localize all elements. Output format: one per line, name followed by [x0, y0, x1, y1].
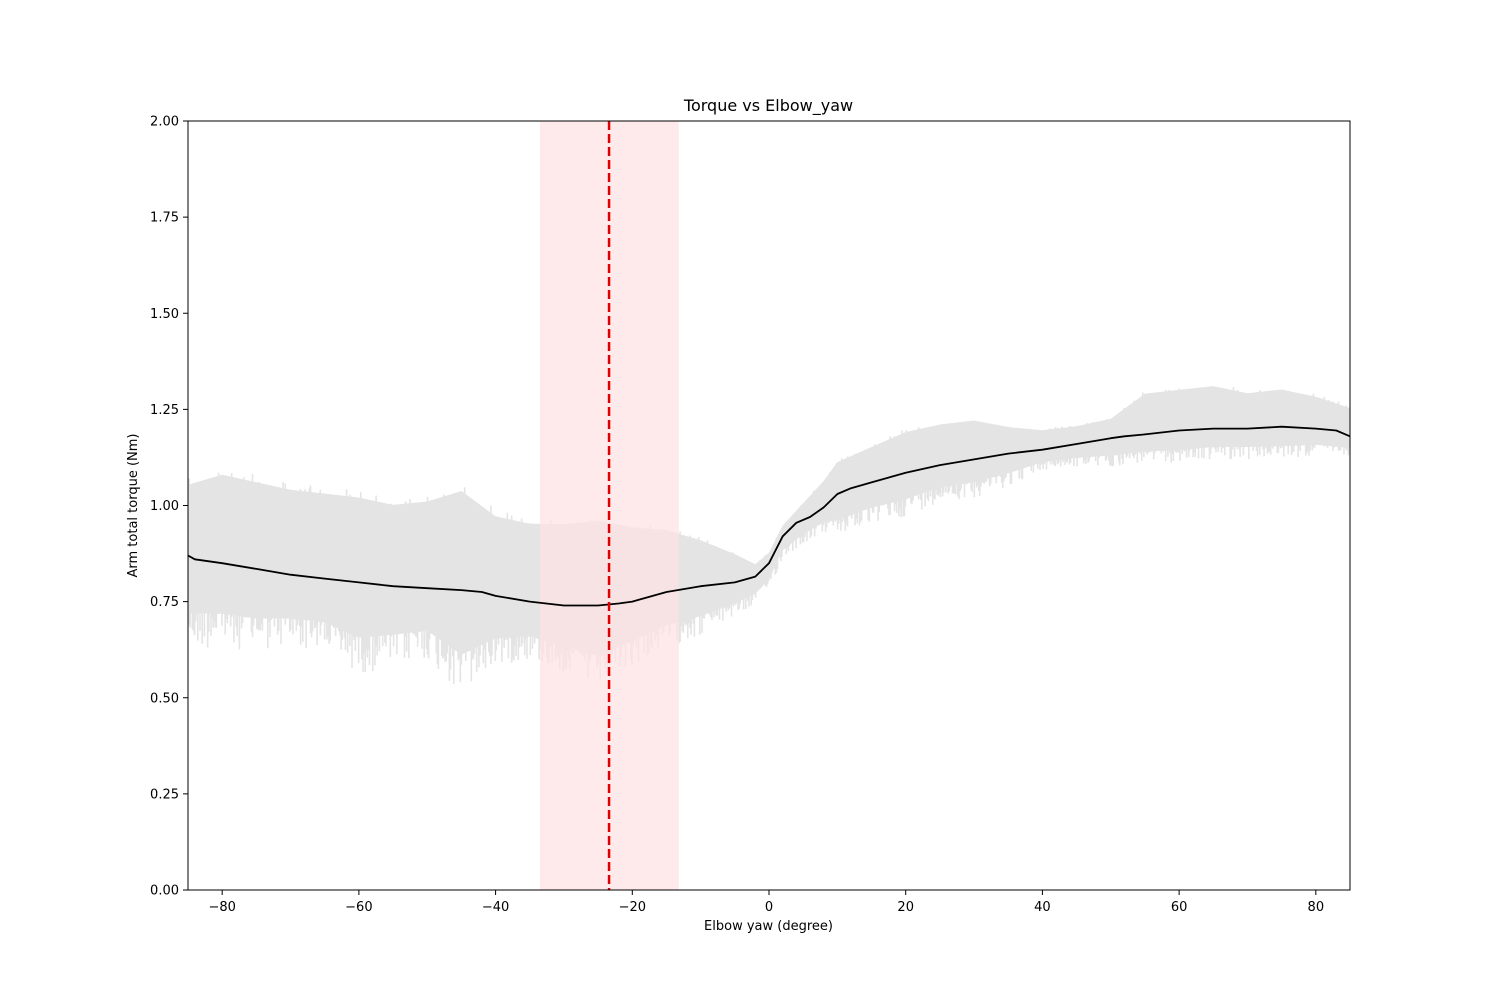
x-tick-label: −40 — [482, 900, 509, 915]
axes: −80 −60 −40 −20 0 20 40 60 80 0.00 0.25 0.50 0.75 1.0… — [150, 115, 1351, 915]
x-tick-label: 40 — [1034, 900, 1051, 915]
x-tick-label: 80 — [1308, 900, 1325, 915]
y-tick-label: 0.25 — [150, 787, 179, 802]
x-tick-label: 0 — [765, 900, 773, 915]
x-tick-label: 60 — [1171, 900, 1188, 915]
x-axis-label: Elbow yaw (degree) — [704, 919, 833, 934]
y-tick-label: 0.75 — [150, 595, 179, 610]
y-tick-label: 1.50 — [150, 307, 179, 322]
y-tick-label: 1.75 — [150, 211, 179, 226]
x-tick-label: −20 — [619, 900, 646, 915]
y-tick-label: 1.25 — [150, 403, 179, 418]
x-tick-label: 20 — [897, 900, 914, 915]
trend-line — [188, 425, 1350, 607]
y-tick-label: 2.00 — [150, 115, 179, 130]
x-tick-label: −80 — [208, 900, 235, 915]
plot-area — [188, 121, 1350, 890]
y-tick-label: 1.00 — [150, 499, 179, 514]
y-tick-label: 0.50 — [150, 691, 179, 706]
x-tick-label: −60 — [345, 900, 372, 915]
y-tick-label: 0.00 — [150, 884, 179, 899]
y-axis-label: Arm total torque (Nm) — [126, 434, 141, 578]
chart-title: Torque vs Elbow_yaw — [683, 96, 853, 116]
